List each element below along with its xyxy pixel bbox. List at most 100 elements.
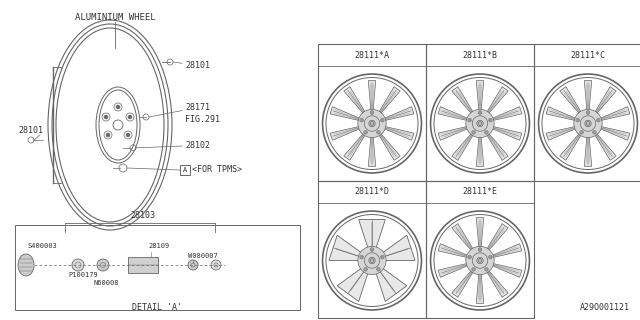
Polygon shape xyxy=(368,133,376,166)
Polygon shape xyxy=(381,107,414,121)
Circle shape xyxy=(360,255,364,259)
Circle shape xyxy=(488,118,492,122)
Bar xyxy=(128,257,158,273)
Circle shape xyxy=(574,109,602,138)
Text: S400003: S400003 xyxy=(28,243,58,249)
Polygon shape xyxy=(438,263,471,277)
Text: 28102: 28102 xyxy=(136,141,210,150)
Polygon shape xyxy=(337,266,369,301)
Circle shape xyxy=(484,268,488,271)
Circle shape xyxy=(361,119,363,121)
Polygon shape xyxy=(584,81,592,114)
Polygon shape xyxy=(597,107,630,121)
Polygon shape xyxy=(375,266,407,301)
Polygon shape xyxy=(438,126,471,140)
Circle shape xyxy=(586,122,590,125)
Circle shape xyxy=(371,249,373,251)
Polygon shape xyxy=(476,270,484,303)
Circle shape xyxy=(378,132,380,133)
Polygon shape xyxy=(489,126,522,140)
Polygon shape xyxy=(329,235,364,260)
Circle shape xyxy=(364,253,380,268)
Polygon shape xyxy=(485,87,508,116)
Text: ALUMINIUM WHEEL: ALUMINIUM WHEEL xyxy=(75,13,156,22)
Circle shape xyxy=(472,268,476,271)
Circle shape xyxy=(358,246,386,275)
Text: A29O001121: A29O001121 xyxy=(580,303,630,312)
Circle shape xyxy=(364,268,367,271)
Polygon shape xyxy=(330,126,363,140)
Polygon shape xyxy=(489,244,522,258)
Circle shape xyxy=(478,111,482,114)
Text: 28103: 28103 xyxy=(131,211,156,220)
Polygon shape xyxy=(368,81,376,114)
Bar xyxy=(15,225,300,310)
Text: P100179: P100179 xyxy=(68,272,98,278)
Circle shape xyxy=(490,119,492,121)
Polygon shape xyxy=(476,218,484,251)
Circle shape xyxy=(472,131,476,134)
Circle shape xyxy=(593,131,596,134)
Polygon shape xyxy=(344,131,367,160)
Polygon shape xyxy=(489,263,522,277)
Polygon shape xyxy=(377,87,400,116)
Circle shape xyxy=(472,268,474,270)
Text: 28171: 28171 xyxy=(149,103,210,117)
Text: N60008: N60008 xyxy=(93,280,118,286)
Polygon shape xyxy=(438,107,471,121)
Circle shape xyxy=(381,119,383,121)
Circle shape xyxy=(577,119,579,121)
Polygon shape xyxy=(476,133,484,166)
Circle shape xyxy=(466,246,494,275)
Bar xyxy=(180,165,190,175)
Circle shape xyxy=(587,112,589,114)
Text: 28111*A: 28111*A xyxy=(355,51,390,60)
Circle shape xyxy=(477,257,483,264)
Circle shape xyxy=(486,268,488,270)
Circle shape xyxy=(468,119,470,121)
Circle shape xyxy=(596,118,600,122)
Polygon shape xyxy=(584,133,592,166)
Circle shape xyxy=(477,120,483,127)
Circle shape xyxy=(365,268,367,270)
Polygon shape xyxy=(330,107,363,121)
Polygon shape xyxy=(560,131,583,160)
Circle shape xyxy=(369,257,375,264)
Polygon shape xyxy=(358,220,385,251)
Polygon shape xyxy=(438,244,471,258)
Circle shape xyxy=(370,259,374,262)
Polygon shape xyxy=(485,268,508,297)
Circle shape xyxy=(472,253,488,268)
Circle shape xyxy=(211,260,221,270)
Circle shape xyxy=(128,115,132,119)
Text: <FOR TPMS>: <FOR TPMS> xyxy=(192,165,242,174)
Bar xyxy=(426,44,534,181)
Polygon shape xyxy=(597,126,630,140)
Circle shape xyxy=(364,116,380,131)
Circle shape xyxy=(361,256,363,258)
Circle shape xyxy=(381,256,383,258)
Text: 28101: 28101 xyxy=(18,126,43,135)
Circle shape xyxy=(472,116,488,131)
Bar xyxy=(318,44,426,181)
Text: W080007: W080007 xyxy=(188,253,218,259)
Circle shape xyxy=(466,109,494,138)
Text: 28111*D: 28111*D xyxy=(355,188,390,196)
Circle shape xyxy=(585,120,591,127)
Circle shape xyxy=(72,259,84,271)
Circle shape xyxy=(126,133,130,137)
Circle shape xyxy=(381,255,384,259)
Circle shape xyxy=(488,255,492,259)
Circle shape xyxy=(478,122,482,125)
Polygon shape xyxy=(452,87,475,116)
Ellipse shape xyxy=(18,254,34,276)
Circle shape xyxy=(580,132,582,133)
Circle shape xyxy=(360,118,364,122)
Circle shape xyxy=(472,132,474,133)
Text: 28111*C: 28111*C xyxy=(570,51,605,60)
Text: 28109: 28109 xyxy=(148,243,169,249)
Text: 28111*B: 28111*B xyxy=(463,51,497,60)
Circle shape xyxy=(97,259,109,271)
Text: A: A xyxy=(183,167,187,173)
Circle shape xyxy=(580,131,584,134)
